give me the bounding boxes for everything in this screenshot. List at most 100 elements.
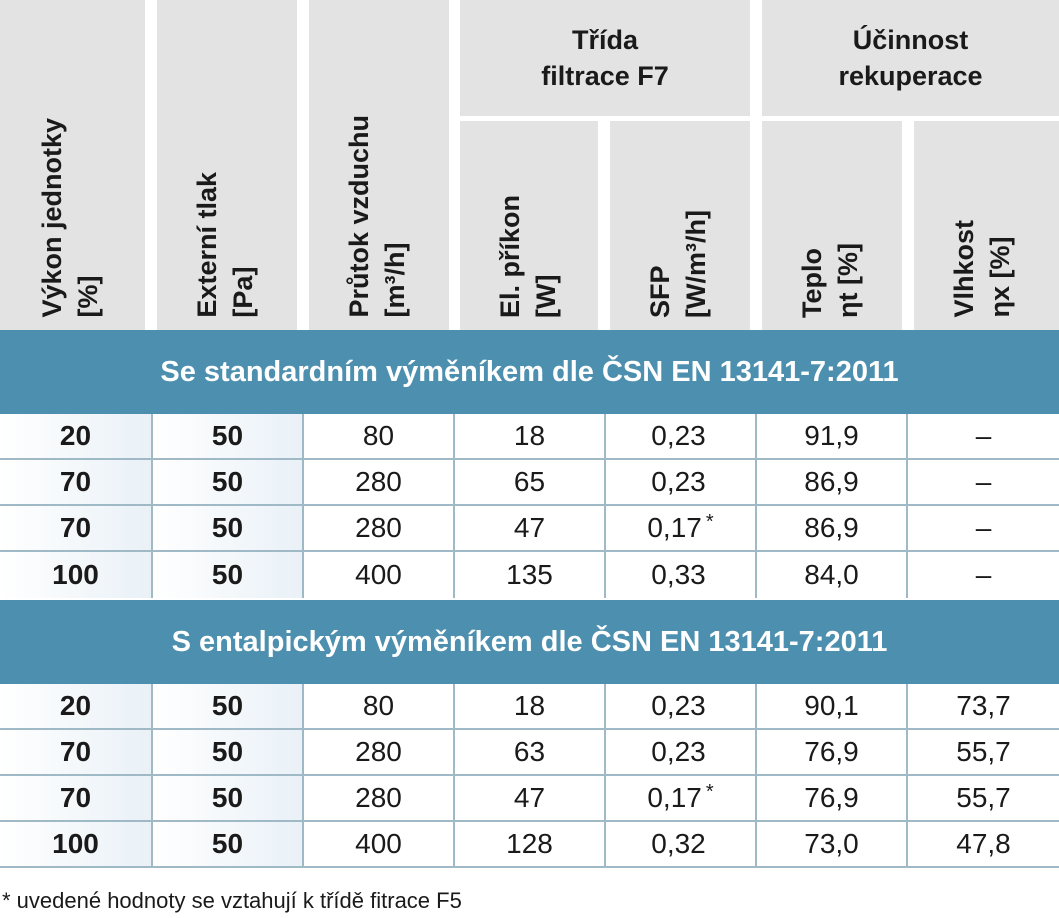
cell-airflow: 280 <box>304 730 455 774</box>
cell-input: 135 <box>455 552 606 598</box>
cell-sfp-star: * <box>705 780 714 803</box>
cell-power: 20 <box>0 414 153 458</box>
table-row: 70 50 280 47 0,17 * 86,9 – <box>0 506 1059 552</box>
cell-sfp-star: * <box>705 510 714 533</box>
cell-heat: 86,9 <box>757 460 908 504</box>
cell-pressure: 50 <box>153 684 304 728</box>
header-power-unit: [%] <box>73 276 103 318</box>
cell-power: 100 <box>0 822 153 866</box>
cell-sfp: 0,23 <box>606 414 757 458</box>
section-standard-title: Se standardním výměníkem dle ČSN EN 1314… <box>160 355 899 388</box>
cell-sfp-value: 0,23 <box>651 466 706 497</box>
cell-pressure: 50 <box>153 506 304 550</box>
cell-airflow: 280 <box>304 506 455 550</box>
header-power-label: Výkon jednotky <box>37 118 67 318</box>
header-pressure: Externí tlak [Pa] <box>157 0 297 330</box>
table-row: 70 50 280 65 0,23 86,9 – <box>0 460 1059 506</box>
cell-pressure: 50 <box>153 822 304 866</box>
cell-sfp: 0,23 <box>606 460 757 504</box>
header-heat-unit: ηt [%] <box>833 243 863 318</box>
cell-sfp: 0,33 <box>606 552 757 598</box>
cell-pressure: 50 <box>153 730 304 774</box>
table-header: Výkon jednotky [%] Externí tlak [Pa] Prů… <box>0 0 1059 330</box>
cell-sfp-value: 0,32 <box>651 828 706 859</box>
cell-sfp-value: 0,23 <box>651 690 706 721</box>
cell-power: 70 <box>0 776 153 820</box>
cell-sfp: 0,32 <box>606 822 757 866</box>
cell-sfp-value: 0,17 <box>647 512 702 543</box>
cell-power: 100 <box>0 552 153 598</box>
cell-heat: 90,1 <box>757 684 908 728</box>
header-airflow-label: Průtok vzduchu <box>344 115 374 318</box>
header-humidity: Vlhkost ηx [%] <box>914 121 1059 330</box>
cell-sfp: 0,17 * <box>606 776 757 820</box>
header-sfp-unit: [W/m³/h] <box>681 210 711 318</box>
cell-humidity: 55,7 <box>908 730 1059 774</box>
section-standard-header: Se standardním výměníkem dle ČSN EN 1314… <box>0 330 1059 414</box>
cell-sfp-value: 0,23 <box>651 420 706 451</box>
cell-input: 18 <box>455 414 606 458</box>
section-enthalpy-title: S entalpickým výměníkem dle ČSN EN 13141… <box>171 625 888 658</box>
cell-airflow: 80 <box>304 684 455 728</box>
header-pressure-unit: [Pa] <box>228 266 258 318</box>
table-row: 70 50 280 47 0,17 * 76,9 55,7 <box>0 776 1059 822</box>
cell-pressure: 50 <box>153 460 304 504</box>
cell-heat: 76,9 <box>757 730 908 774</box>
cell-sfp-value: 0,17 <box>647 782 702 813</box>
cell-humidity: – <box>908 460 1059 504</box>
header-airflow-unit: [m³/h] <box>380 243 410 318</box>
header-group-efficiency: Účinnost rekuperace <box>762 0 1059 116</box>
cell-power: 70 <box>0 730 153 774</box>
header-humidity-unit: ηx [%] <box>985 237 1015 318</box>
cell-humidity: – <box>908 414 1059 458</box>
cell-sfp-value: 0,23 <box>651 736 706 767</box>
cell-input: 47 <box>455 506 606 550</box>
cell-humidity: – <box>908 552 1059 598</box>
section-enthalpy-header: S entalpickým výměníkem dle ČSN EN 13141… <box>0 600 1059 684</box>
cell-airflow: 80 <box>304 414 455 458</box>
cell-input: 128 <box>455 822 606 866</box>
footnote: * uvedené hodnoty se vztahují k třídě fi… <box>2 888 462 913</box>
cell-heat: 73,0 <box>757 822 908 866</box>
header-airflow: Průtok vzduchu [m³/h] <box>309 0 449 330</box>
header-power-input: El. příkon [W] <box>460 121 598 330</box>
cell-power: 70 <box>0 506 153 550</box>
cell-pressure: 50 <box>153 776 304 820</box>
header-power: Výkon jednotky [%] <box>0 0 145 330</box>
cell-input: 18 <box>455 684 606 728</box>
header-sfp-label: SFP <box>645 265 675 318</box>
cell-sfp: 0,23 <box>606 684 757 728</box>
cell-power: 20 <box>0 684 153 728</box>
cell-airflow: 400 <box>304 552 455 598</box>
header-input-unit: [W] <box>531 274 561 318</box>
cell-airflow: 400 <box>304 822 455 866</box>
cell-sfp: 0,23 <box>606 730 757 774</box>
cell-humidity: 73,7 <box>908 684 1059 728</box>
cell-input: 65 <box>455 460 606 504</box>
cell-airflow: 280 <box>304 460 455 504</box>
cell-heat: 76,9 <box>757 776 908 820</box>
header-filter-line2: filtrace F7 <box>541 61 669 91</box>
cell-heat: 91,9 <box>757 414 908 458</box>
cell-sfp-value: 0,33 <box>651 559 706 590</box>
header-filter-line1: Třída <box>571 25 638 55</box>
cell-humidity: 55,7 <box>908 776 1059 820</box>
header-input-label: El. příkon <box>495 194 525 318</box>
cell-airflow: 280 <box>304 776 455 820</box>
header-heat: Teplo ηt [%] <box>762 121 902 330</box>
header-efficiency-line2: rekuperace <box>838 61 983 91</box>
cell-pressure: 50 <box>153 414 304 458</box>
header-humidity-label: Vlhkost <box>949 220 979 318</box>
cell-input: 47 <box>455 776 606 820</box>
cell-pressure: 50 <box>153 552 304 598</box>
header-efficiency-line1: Účinnost <box>852 25 969 55</box>
cell-sfp: 0,17 * <box>606 506 757 550</box>
table-row: 100 50 400 135 0,33 84,0 – <box>0 552 1059 598</box>
table-row: 20 50 80 18 0,23 90,1 73,7 <box>0 684 1059 730</box>
cell-input: 63 <box>455 730 606 774</box>
header-sfp: SFP [W/m³/h] <box>610 121 750 330</box>
table-row: 100 50 400 128 0,32 73,0 47,8 <box>0 822 1059 868</box>
cell-heat: 84,0 <box>757 552 908 598</box>
cell-humidity: – <box>908 506 1059 550</box>
cell-humidity: 47,8 <box>908 822 1059 866</box>
